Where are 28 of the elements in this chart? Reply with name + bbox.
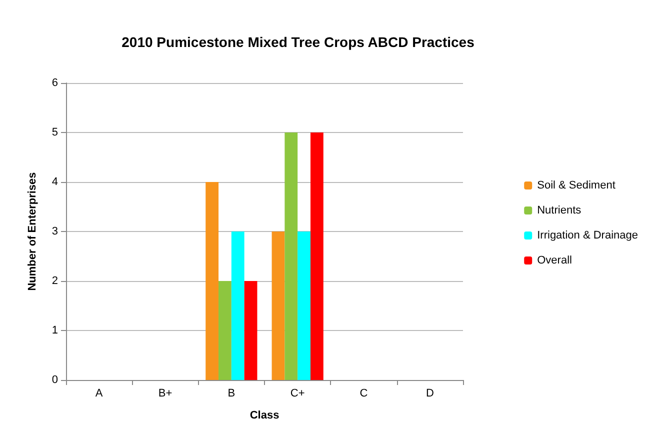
y-tick-label: 0 xyxy=(52,374,58,386)
bar xyxy=(298,232,310,380)
bar xyxy=(218,281,232,380)
y-tick-label: 2 xyxy=(52,275,58,287)
x-axis-title: Class xyxy=(250,410,280,422)
x-tick-label: A xyxy=(95,388,104,400)
legend-label: Irrigation & Drainage xyxy=(537,230,638,242)
legend-label: Soil & Sediment xyxy=(537,180,616,192)
x-tick-label: D xyxy=(426,388,434,400)
y-tick-label: 4 xyxy=(52,176,58,188)
x-tick-label: C+ xyxy=(290,388,305,400)
y-tick-label: 1 xyxy=(52,324,58,336)
x-tick-label: C xyxy=(360,388,368,400)
y-tick-label: 5 xyxy=(52,126,58,138)
y-axis-title: Number of Enterprises xyxy=(26,172,38,291)
x-tick-label: B+ xyxy=(158,388,172,400)
y-tick-label: 3 xyxy=(52,226,58,238)
chart-title: 2010 Pumicestone Mixed Tree Crops ABCD Practices xyxy=(122,34,475,50)
bar xyxy=(284,132,298,380)
bar xyxy=(231,232,244,380)
bar xyxy=(272,232,285,380)
bar xyxy=(310,132,324,380)
bar xyxy=(244,281,258,380)
y-tick-label: 6 xyxy=(52,77,58,89)
legend-label: Nutrients xyxy=(537,204,582,216)
legend-label: Overall xyxy=(537,254,572,266)
x-tick-label: B xyxy=(228,388,236,400)
bar xyxy=(206,182,219,380)
